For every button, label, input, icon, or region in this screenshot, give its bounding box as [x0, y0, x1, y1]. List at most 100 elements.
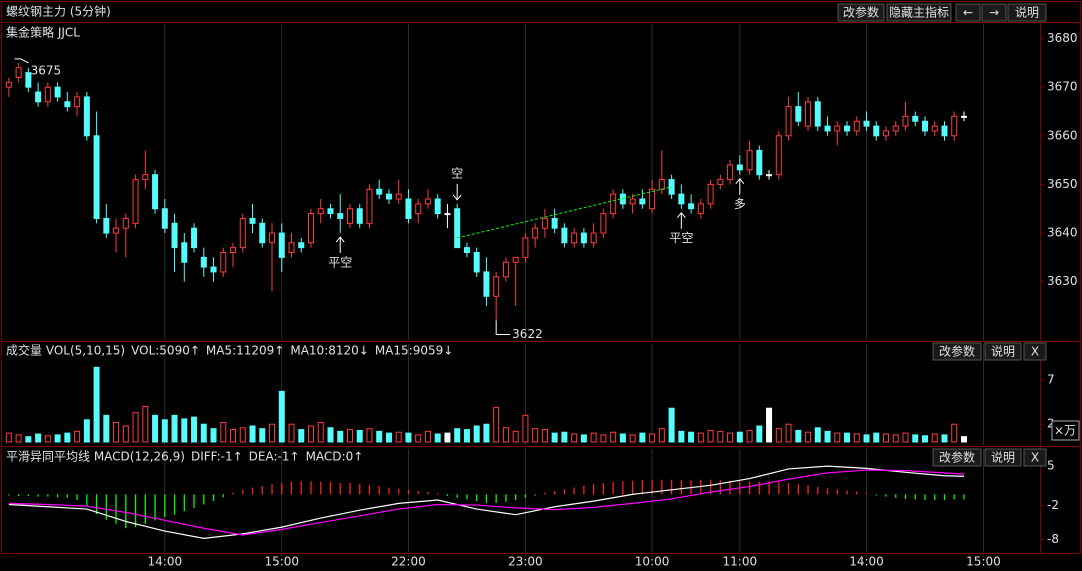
- candle-body: [191, 227, 198, 249]
- button[interactable]: [981, 3, 1007, 22]
- volume-bar: [883, 433, 890, 443]
- button[interactable]: [1023, 448, 1047, 467]
- volume-bar: [707, 429, 714, 443]
- candle-body: [327, 208, 334, 215]
- candle-body: [463, 247, 470, 253]
- indicator-label: MA10:8120↓: [290, 344, 368, 358]
- button-label[interactable]: 改参数: [939, 450, 975, 465]
- button-label[interactable]: 隐藏主指标: [889, 5, 949, 20]
- candle-body: [688, 203, 695, 210]
- volume-bar: [25, 436, 32, 443]
- button-label[interactable]: 说明: [991, 450, 1015, 465]
- button-label[interactable]: X: [1031, 451, 1039, 465]
- candle-body: [230, 247, 237, 253]
- volume-bar: [171, 414, 178, 443]
- candle-body: [74, 96, 81, 108]
- volume-bar: [327, 427, 334, 443]
- button-label[interactable]: 说明: [991, 344, 1015, 359]
- volume-bar: [590, 432, 597, 443]
- volume-bar: [532, 428, 539, 443]
- volume-bar: [941, 434, 948, 443]
- volume-bar: [200, 423, 207, 443]
- volume-bar: [15, 434, 22, 443]
- indicator-label: MA15:9059↓: [375, 344, 453, 358]
- candle-body: [385, 193, 392, 200]
- candle-body: [317, 208, 324, 215]
- button[interactable]: [984, 448, 1022, 467]
- extreme-label: 3675: [31, 63, 62, 77]
- volume-bar: [152, 414, 159, 443]
- volume-bar: [658, 428, 665, 443]
- legend-label: DIFF:-1↑: [191, 450, 243, 464]
- button[interactable]: [1007, 3, 1047, 22]
- candle-body: [200, 256, 207, 268]
- candle-body: [629, 198, 636, 205]
- x-tick-label: 11:00: [723, 555, 758, 569]
- volume-bar: [385, 432, 392, 443]
- extreme-marker: [14, 58, 29, 64]
- candle-body: [551, 217, 558, 229]
- button[interactable]: [837, 3, 885, 22]
- volume-bar: [727, 432, 734, 443]
- candle-body: [824, 125, 831, 132]
- volume-bar: [502, 427, 509, 443]
- candle-body: [756, 149, 763, 176]
- volume-bar: [5, 432, 12, 443]
- candle-body: [405, 198, 412, 219]
- button-label[interactable]: 改参数: [939, 344, 975, 359]
- button[interactable]: [932, 448, 982, 467]
- candle-body: [639, 198, 646, 205]
- signal-label: 多: [734, 197, 746, 211]
- volume-bar: [405, 432, 412, 443]
- candle-body: [424, 198, 431, 205]
- candle-body: [35, 91, 42, 103]
- candle-body: [152, 174, 159, 210]
- button[interactable]: [984, 342, 1022, 361]
- signal-label: 平空: [328, 256, 352, 270]
- volume-bar: [746, 429, 753, 443]
- candle-body: [142, 174, 149, 181]
- candle-body: [853, 120, 860, 132]
- button-label[interactable]: ←: [963, 6, 973, 20]
- button-label[interactable]: →: [989, 6, 999, 20]
- button-label[interactable]: X: [1031, 345, 1039, 359]
- candle-body: [415, 203, 422, 215]
- volume-bar: [551, 432, 558, 443]
- button-label[interactable]: 说明: [1015, 5, 1039, 20]
- volume-bar: [181, 418, 188, 443]
- candle-body: [346, 208, 353, 224]
- volume-bar: [259, 428, 266, 443]
- candle-body: [5, 81, 12, 88]
- candle-body: [873, 125, 880, 137]
- volume-bar: [766, 407, 773, 443]
- candle-body: [571, 232, 578, 244]
- candle-body: [619, 193, 626, 205]
- candle-body: [590, 232, 597, 244]
- candle-body: [44, 86, 51, 103]
- candle-body: [278, 232, 285, 258]
- y-tick-label: 5: [1047, 459, 1055, 473]
- candle-body: [337, 213, 344, 219]
- candle-body: [766, 174, 773, 177]
- button[interactable]: [1023, 342, 1047, 361]
- volume-bar: [951, 423, 958, 443]
- candle-body: [122, 217, 129, 229]
- button[interactable]: [886, 3, 952, 22]
- candle-body: [454, 208, 461, 249]
- volume-bar: [122, 425, 129, 443]
- candle-body: [941, 125, 948, 137]
- button-label[interactable]: 改参数: [843, 5, 879, 20]
- extreme-marker: [495, 320, 511, 336]
- candle-body: [960, 115, 967, 118]
- candle-body: [502, 261, 509, 278]
- candle-body: [181, 242, 188, 263]
- candle-body: [171, 222, 178, 249]
- button[interactable]: [955, 3, 981, 22]
- volume-bar: [454, 428, 461, 443]
- unit-label: ×万: [1054, 424, 1076, 438]
- candle-body: [717, 179, 724, 185]
- candle-body: [103, 217, 110, 234]
- candle-body: [25, 72, 32, 88]
- panel-title: 平滑异同平均线 MACD(12,26,9): [6, 450, 185, 464]
- button[interactable]: [932, 342, 982, 361]
